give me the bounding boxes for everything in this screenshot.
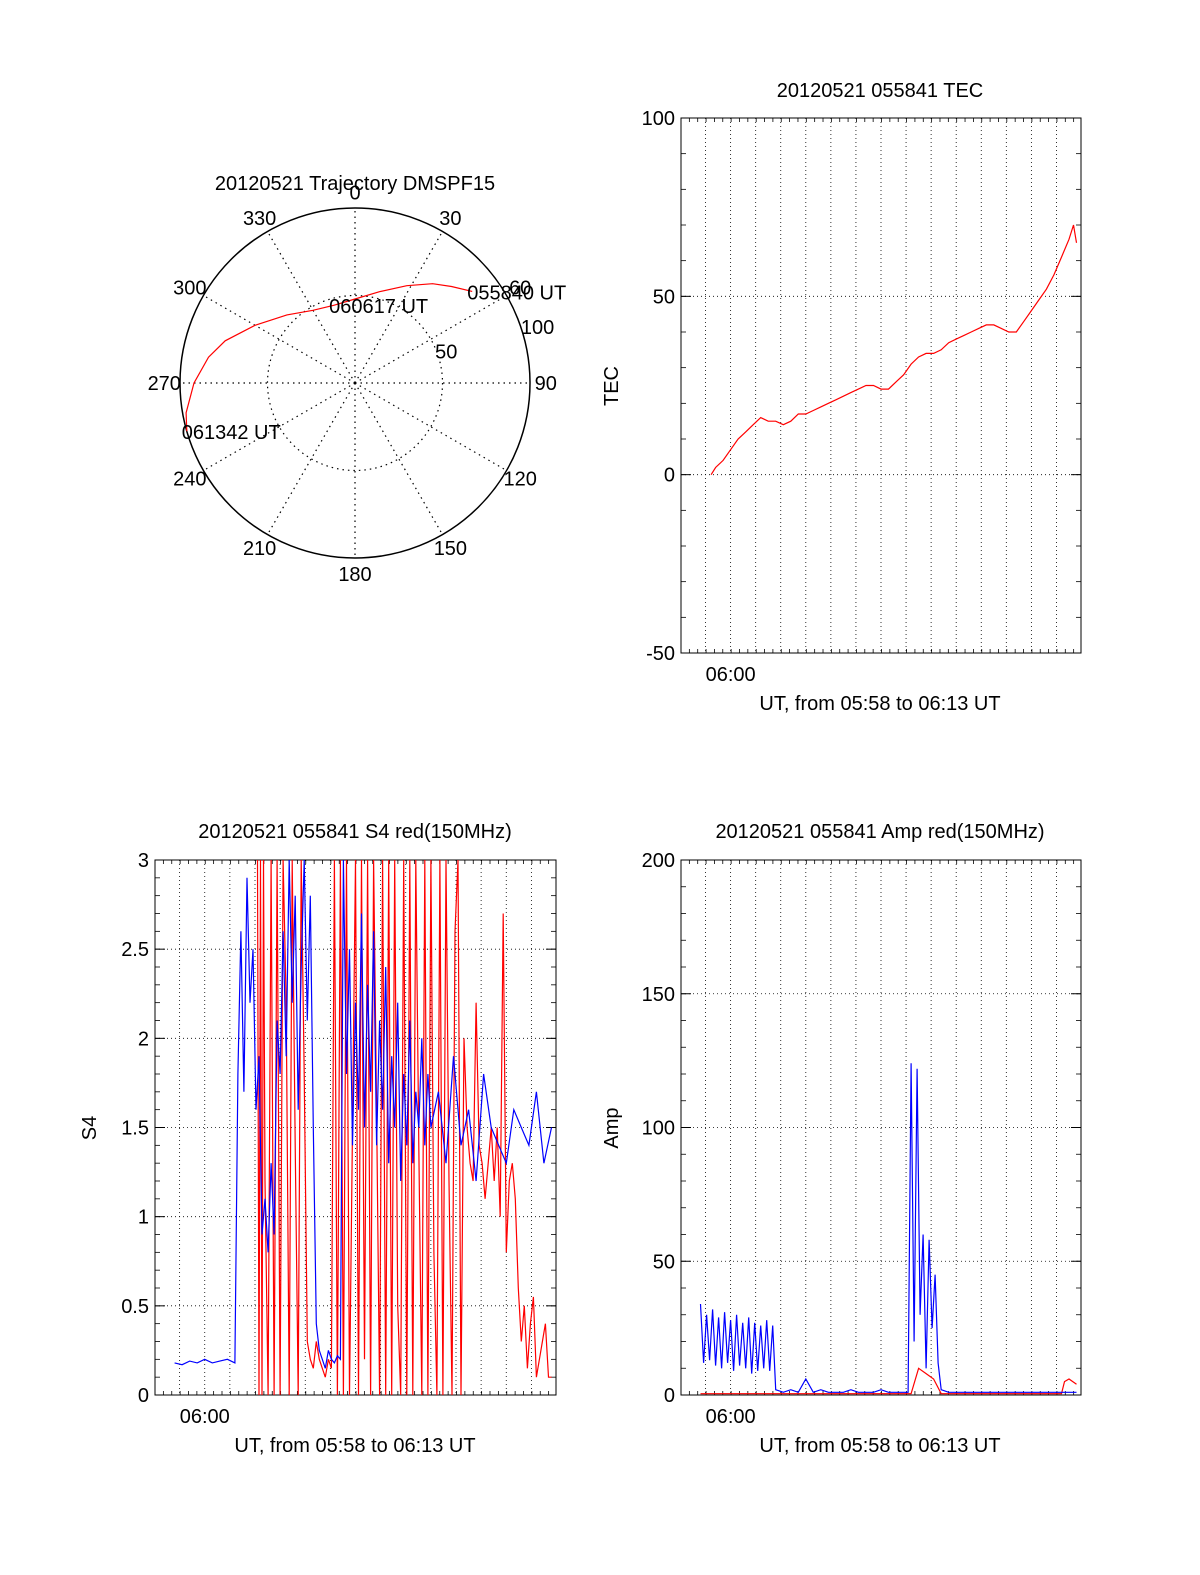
trajectory-time-label: 055840 UT (467, 282, 566, 304)
trajectory-annotations: 055840 UT 060617 UT 061342 UT (182, 282, 566, 444)
s4-y-label: S4 (79, 1116, 101, 1140)
s4-y-tick-label: 1 (138, 1207, 149, 1229)
s4-y-tick-label: 0.5 (121, 1296, 149, 1318)
s4-x-label: UT, from 05:58 to 06:13 UT (234, 1435, 475, 1457)
polar-title: 20120521 Trajectory DMSPF15 (215, 173, 495, 195)
s4-title: 20120521 055841 S4 red(150MHz) (198, 821, 512, 843)
amp-y-tick-label: 150 (642, 984, 675, 1006)
tec-title: 20120521 055841 TEC (777, 80, 983, 102)
s4-y-tick-label: 3 (138, 850, 149, 872)
amp-panel: 20120521 055841 Amp red(150MHz) 0 50 100 15… (601, 821, 1082, 1457)
amp-title: 20120521 055841 Amp red(150MHz) (715, 821, 1044, 843)
amp-y-ticks: 0 50 100 150 200 (642, 850, 1081, 1407)
polar-radial-labels: 50 100 (435, 317, 554, 363)
tec-y-label: TEC (601, 366, 623, 406)
polar-angle-label: 330 (243, 208, 276, 230)
tec-panel: 20120521 055841 TEC -50 0 50 100 06:00 UT, … (601, 80, 1082, 715)
tec-x-label: UT, from 05:58 to 06:13 UT (759, 693, 1000, 715)
amp-series-blue (699, 1063, 1077, 1394)
amp-y-tick-label: 50 (653, 1251, 675, 1273)
amp-series-red (700, 1367, 1077, 1395)
amp-y-tick-label: 100 (642, 1118, 675, 1140)
polar-angle-label: 30 (439, 208, 461, 230)
tec-grid (681, 118, 1081, 653)
polar-angle-label: 270 (148, 373, 181, 395)
polar-outer-circle (179, 207, 531, 559)
trajectory-time-label: 061342 UT (182, 422, 281, 444)
tec-y-tick-label: 0 (664, 465, 675, 487)
s4-x-ticks: 06:00 (154, 860, 550, 1428)
s4-y-tick-label: 2.5 (121, 939, 149, 961)
s4-panel: 20120521 055841 S4 red(150MHz) 0 0.5 1 1.5 2… (79, 821, 557, 1457)
polar-angle-label: 240 (173, 468, 206, 490)
trajectory-time-label: 060617 UT (329, 296, 428, 318)
s4-series-blue (174, 859, 553, 1369)
s4-y-tick-label: 0 (138, 1385, 149, 1407)
amp-y-label: Amp (601, 1107, 623, 1148)
polar-angle-label: 300 (173, 278, 206, 300)
amp-y-tick-label: 200 (642, 850, 675, 872)
tec-plot-frame (680, 117, 1082, 654)
tec-y-ticks: -50 0 50 100 (642, 108, 1081, 665)
polar-angle-label: 180 (338, 564, 371, 586)
amp-grid (681, 860, 1081, 1395)
polar-radial-label: 50 (435, 342, 457, 364)
polar-angle-label: 150 (434, 538, 467, 560)
polar-inner-circle (266, 294, 444, 472)
polar-trajectory-panel: 20120521 Trajectory DMSPF15 0 30 60 90 120 15… (148, 173, 567, 586)
polar-angle-label: 210 (243, 538, 276, 560)
amp-y-tick-label: 0 (664, 1385, 675, 1407)
s4-y-tick-label: 2 (138, 1028, 149, 1050)
amp-x-tick-label: 06:00 (706, 1406, 756, 1428)
tec-y-tick-label: -50 (646, 643, 675, 665)
polar-angle-label: 60 (509, 278, 531, 300)
amp-x-label: UT, from 05:58 to 06:13 UT (759, 1435, 1000, 1457)
amp-series (699, 1063, 1077, 1395)
s4-series (174, 859, 553, 1396)
tec-series (710, 224, 1078, 476)
s4-x-tick-label: 06:00 (180, 1406, 230, 1428)
tec-x-tick-label: 06:00 (706, 664, 756, 686)
s4-y-ticks: 0 0.5 1 1.5 2 2.5 3 (121, 850, 556, 1407)
polar-grid (180, 208, 530, 558)
polar-angle-label: 90 (535, 373, 557, 395)
tec-y-tick-label: 50 (653, 286, 675, 308)
trajectory-track (185, 283, 473, 432)
polar-angle-label: 120 (504, 468, 537, 490)
tec-x-ticks: 06:00 (680, 118, 1075, 686)
s4-y-tick-label: 1.5 (121, 1118, 149, 1140)
polar-spoke (354, 382, 444, 535)
polar-angle-labels: 0 30 60 90 120 150 180 210 240 270 300 330 (148, 182, 557, 586)
tec-y-tick-label: 100 (642, 108, 675, 130)
polar-angle-label: 0 (349, 182, 360, 204)
polar-spoke (354, 382, 507, 472)
polar-spoke (266, 382, 356, 535)
amp-x-ticks: 06:00 (680, 860, 1075, 1428)
polar-radial-label: 100 (521, 317, 554, 339)
tec-series-red (710, 224, 1078, 476)
